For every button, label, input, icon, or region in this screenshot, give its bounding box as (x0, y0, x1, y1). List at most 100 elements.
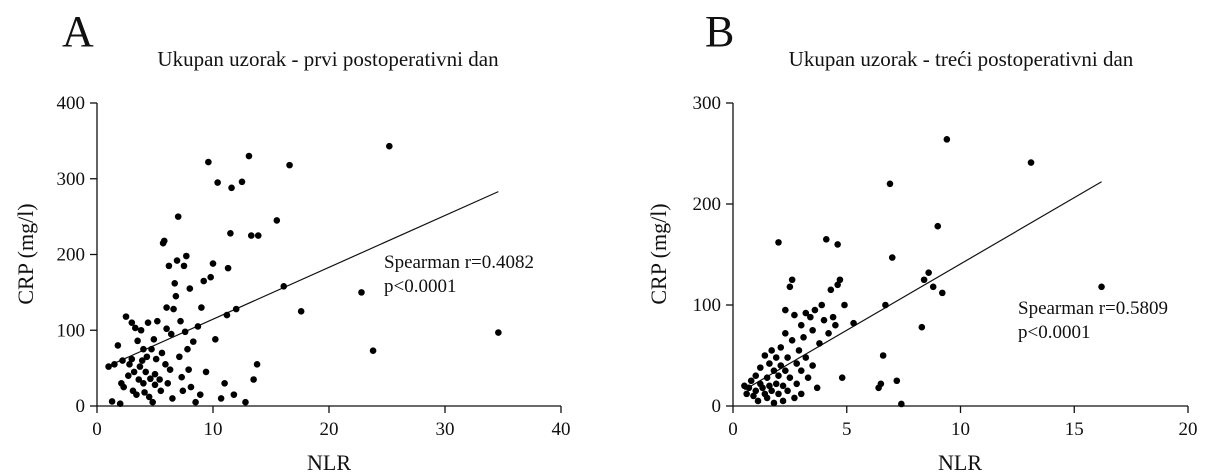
panel-b-data-point (886, 180, 894, 188)
panel-b-data-point (829, 313, 837, 321)
panel-b-data-point (775, 372, 782, 380)
panel-b-data-point (939, 289, 946, 297)
panel-b-data-point (743, 390, 750, 398)
panel-b-data-point (818, 301, 826, 309)
panel-a: A Ukupan uzorak - prvi postoperativni da… (13, 7, 571, 475)
panel-a-data-point (152, 355, 160, 363)
panel-a-data-point (130, 368, 138, 376)
panel-b-points (741, 136, 1105, 408)
panel-b-y-tick-label: 0 (712, 396, 722, 417)
panel-b-data-point (766, 382, 773, 390)
panel-b-data-point (747, 377, 755, 385)
panel-b-data-point (1027, 159, 1035, 166)
panel-a-data-point (200, 277, 208, 285)
panel-a-data-point (149, 398, 156, 406)
panel-a-data-point (176, 353, 183, 361)
panel-b-x-axis-label: NLR (938, 450, 982, 475)
panel-b-data-point (777, 344, 785, 351)
panel-a-data-point (162, 361, 169, 368)
panel-b-x-tick-label: 10 (951, 419, 970, 440)
panel-a-data-point (122, 313, 130, 320)
panel-b-p-value: p<0.0001 (1018, 322, 1090, 343)
panel-a-data-point (147, 375, 154, 383)
panel-a-data-point (140, 345, 147, 353)
panel-b-data-point (797, 367, 805, 374)
panel-a-data-point (297, 308, 305, 315)
panel-a-data-point (223, 311, 231, 319)
panel-a-data-point (171, 279, 179, 287)
panel-a-data-point (207, 273, 214, 281)
panel-a-data-point (105, 363, 112, 370)
panel-b-data-point (813, 384, 821, 392)
panel-b-data-point (807, 313, 814, 321)
panel-b-y-tick-label: 300 (693, 93, 722, 114)
panel-a-data-point (224, 264, 232, 272)
panel-b-data-point (793, 360, 800, 367)
panel-a-data-point (212, 336, 219, 343)
panel-a-data-point (144, 319, 152, 326)
panel-b-data-point (822, 236, 830, 243)
panel-a-x-axis-label: NLR (307, 450, 351, 475)
panel-b-data-point (786, 283, 794, 291)
panel-a-x-ticks: 0 10 20 30 40 (92, 406, 571, 440)
panel-b-data-point (752, 387, 760, 395)
panel-a-regression-line (108, 191, 499, 367)
panel-a-data-point (209, 260, 217, 267)
panel-b-data-point (795, 347, 803, 354)
panel-a-y-ticks: 0 100 200 300 400 (57, 93, 97, 417)
panel-a-data-point (214, 179, 221, 186)
panel-a-x-tick-label: 30 (436, 419, 455, 440)
panel-b-data-point (893, 377, 901, 385)
panel-b-y-ticks: 0 100 200 300 (693, 93, 733, 417)
panel-b-data-point (918, 323, 926, 331)
panel-b-x-tick-label: 5 (842, 419, 852, 440)
panel-a-data-point (134, 337, 141, 345)
panel-a-data-point (369, 347, 377, 355)
panel-b-data-point (832, 321, 839, 329)
panel-b-x-tick-label: 15 (1065, 419, 1084, 440)
panel-a-y-tick-label: 200 (57, 245, 86, 266)
panel-a-letter: A (62, 7, 94, 56)
panel-a-data-point (280, 283, 288, 290)
panel-b-data-point (838, 374, 846, 382)
panel-a-data-point (151, 381, 159, 389)
panel-a-data-point (185, 366, 192, 373)
panel-b-data-point (784, 354, 791, 361)
panel-a-data-point (169, 395, 176, 402)
panel-a-data-point (194, 323, 202, 330)
panel-a-data-point (133, 391, 140, 398)
panel-b-data-point (750, 392, 757, 400)
panel-a-y-tick-label: 400 (57, 93, 86, 114)
panel-a-data-point (157, 387, 165, 395)
panel-b-data-point (768, 347, 775, 354)
panel-b-data-point (809, 326, 816, 334)
panel-a-data-point (160, 237, 168, 245)
panel-b-data-point (770, 367, 778, 374)
panel-a-data-point (128, 355, 136, 363)
panel-a-data-point (245, 152, 253, 160)
panel-a-data-point (148, 345, 155, 353)
panel-b-data-point (791, 394, 798, 402)
panel-b-data-point (898, 400, 905, 408)
panel-a-data-point (184, 345, 191, 353)
panel-b-data-point (802, 354, 810, 361)
panel-a-data-point (286, 161, 293, 169)
panel-a-data-point (108, 398, 116, 405)
panel-a-data-point (164, 379, 172, 387)
panel-b-data-point (879, 352, 887, 359)
panel-b-data-point (782, 306, 789, 314)
panel-a-data-point (183, 252, 190, 260)
panel-b-data-point (777, 362, 785, 369)
panel-a-data-point (180, 262, 188, 270)
panel-b-data-point (850, 319, 857, 327)
panel-b-data-point (882, 301, 889, 309)
panel-a-data-point (125, 372, 132, 380)
panel-a-data-point (230, 391, 238, 398)
panel-b-data-point (791, 311, 798, 319)
panel-a-x-tick-label: 20 (320, 419, 339, 440)
panel-b-data-point (804, 374, 812, 382)
panel-b-data-point (929, 283, 937, 291)
panel-a-data-point (131, 324, 139, 332)
panel-a-data-point (135, 376, 143, 383)
